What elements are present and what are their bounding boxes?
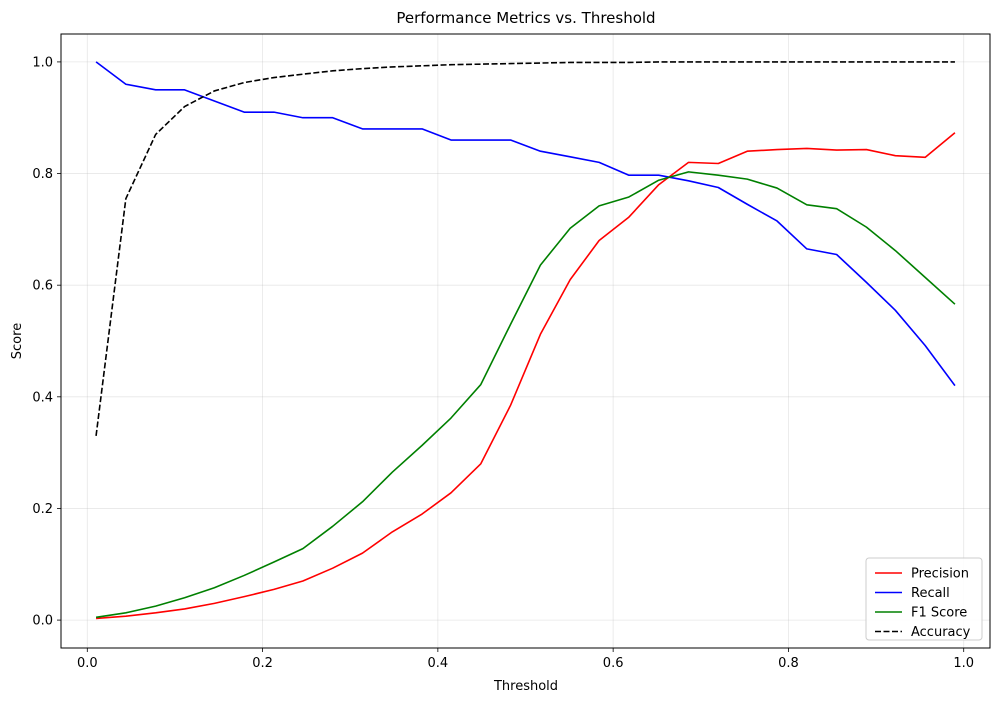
x-tick-label: 0.6 [603,656,624,671]
series-line-accuracy [95,61,955,436]
legend-label: Recall [911,586,950,601]
y-tick-label: 0.0 [32,614,53,629]
x-tick-label: 0.0 [77,656,98,671]
legend-label: Accuracy [911,625,971,640]
x-tick-label: 0.8 [778,656,799,671]
y-tick-label: 0.6 [32,279,53,294]
legend-label: F1 Score [911,606,967,621]
chart-title: Performance Metrics vs. Threshold [396,9,655,27]
legend-label: Precision [911,567,969,582]
x-tick-label: 0.2 [252,656,273,671]
series-line-recall [95,61,956,387]
grid [61,34,990,648]
series-lines [95,61,956,620]
series-line-precision [96,132,956,620]
x-tick-label: 1.0 [953,656,974,671]
legend: Precision Recall F1 Score Accuracy [865,557,983,641]
y-tick-label: 0.4 [32,390,53,405]
y-tick-label: 1.0 [32,55,53,70]
legend-box [865,557,983,641]
plot-frame [60,33,991,649]
x-axis-label: Threshold [493,679,558,694]
y-tick-label: 0.2 [32,502,53,517]
y-axis-label: Score [10,323,25,359]
y-tick-label: 0.8 [32,167,53,182]
x-tick-label: 0.4 [428,656,449,671]
series-line-f1-score [95,171,956,619]
axis-ticks: 0.0 0.2 0.4 0.6 0.8 1.0 0.0 0.2 0.4 0.6 0.8 1.0 [32,55,974,671]
